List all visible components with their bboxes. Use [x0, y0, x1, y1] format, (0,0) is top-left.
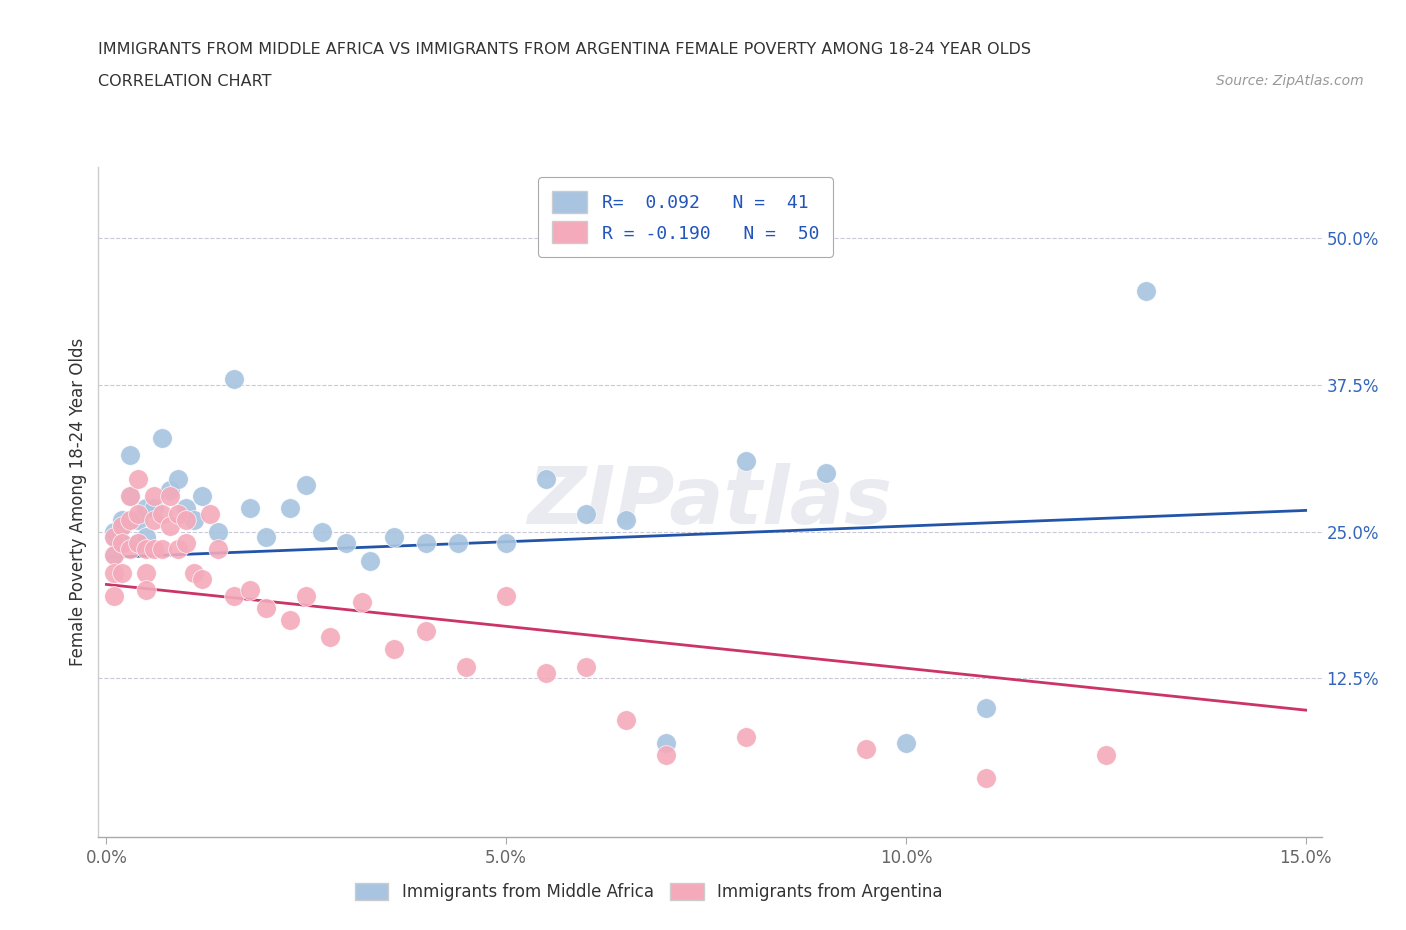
Point: [150, 542, 173, 557]
Point: [447, 536, 470, 551]
Point: [127, 472, 149, 486]
Point: [183, 565, 205, 580]
Point: [127, 536, 149, 551]
Point: [111, 536, 134, 551]
Point: [150, 507, 173, 522]
Point: [127, 507, 149, 522]
Point: [534, 472, 557, 486]
Point: [575, 659, 598, 674]
Point: [167, 472, 190, 486]
Point: [614, 712, 637, 727]
Point: [135, 583, 157, 598]
Point: [224, 371, 246, 386]
Point: [127, 512, 149, 527]
Point: [143, 542, 166, 557]
Point: [382, 642, 405, 657]
Point: [135, 530, 157, 545]
Point: [120, 489, 142, 504]
Point: [111, 565, 134, 580]
Point: [278, 612, 301, 627]
Point: [575, 507, 598, 522]
Text: IMMIGRANTS FROM MIDDLE AFRICA VS IMMIGRANTS FROM ARGENTINA FEMALE POVERTY AMONG : IMMIGRANTS FROM MIDDLE AFRICA VS IMMIGRA…: [98, 42, 1032, 57]
Point: [295, 477, 318, 492]
Point: [814, 465, 837, 480]
Y-axis label: Female Poverty Among 18-24 Year Olds: Female Poverty Among 18-24 Year Olds: [69, 339, 87, 666]
Point: [239, 500, 262, 515]
Point: [103, 548, 125, 563]
Point: [359, 553, 381, 568]
Legend: Immigrants from Middle Africa, Immigrants from Argentina: Immigrants from Middle Africa, Immigrant…: [347, 874, 950, 909]
Point: [335, 536, 357, 551]
Point: [176, 536, 198, 551]
Point: [352, 594, 374, 609]
Point: [143, 489, 166, 504]
Point: [311, 525, 333, 539]
Point: [200, 507, 222, 522]
Point: [735, 454, 758, 469]
Point: [103, 589, 125, 604]
Text: ZIPatlas: ZIPatlas: [527, 463, 893, 541]
Point: [224, 589, 246, 604]
Point: [103, 530, 125, 545]
Point: [382, 530, 405, 545]
Point: [495, 536, 517, 551]
Point: [120, 489, 142, 504]
Point: [150, 431, 173, 445]
Point: [278, 500, 301, 515]
Point: [103, 548, 125, 563]
Point: [894, 736, 917, 751]
Point: [120, 447, 142, 462]
Point: [295, 589, 318, 604]
Point: [135, 500, 157, 515]
Point: [167, 507, 190, 522]
Point: [120, 512, 142, 527]
Point: [191, 489, 214, 504]
Point: [319, 630, 342, 644]
Point: [974, 700, 997, 715]
Point: [974, 771, 997, 786]
Point: [1135, 284, 1157, 299]
Point: [183, 512, 205, 527]
Point: [254, 601, 277, 616]
Text: Source: ZipAtlas.com: Source: ZipAtlas.com: [1216, 74, 1364, 88]
Point: [103, 525, 125, 539]
Point: [159, 518, 181, 533]
Point: [120, 542, 142, 557]
Point: [176, 512, 198, 527]
Point: [143, 500, 166, 515]
Point: [534, 665, 557, 680]
Point: [135, 542, 157, 557]
Point: [735, 730, 758, 745]
Point: [111, 512, 134, 527]
Point: [103, 565, 125, 580]
Point: [135, 565, 157, 580]
Point: [415, 624, 437, 639]
Point: [614, 512, 637, 527]
Point: [415, 536, 437, 551]
Point: [103, 530, 125, 545]
Point: [111, 518, 134, 533]
Point: [159, 489, 181, 504]
Point: [143, 512, 166, 527]
Point: [207, 525, 229, 539]
Point: [111, 518, 134, 533]
Point: [159, 483, 181, 498]
Point: [191, 571, 214, 586]
Point: [1094, 748, 1116, 763]
Point: [111, 536, 134, 551]
Point: [456, 659, 478, 674]
Point: [254, 530, 277, 545]
Point: [207, 542, 229, 557]
Point: [855, 741, 877, 756]
Point: [176, 500, 198, 515]
Point: [495, 589, 517, 604]
Point: [655, 736, 678, 751]
Text: CORRELATION CHART: CORRELATION CHART: [98, 74, 271, 89]
Point: [655, 748, 678, 763]
Point: [127, 536, 149, 551]
Point: [167, 542, 190, 557]
Point: [239, 583, 262, 598]
